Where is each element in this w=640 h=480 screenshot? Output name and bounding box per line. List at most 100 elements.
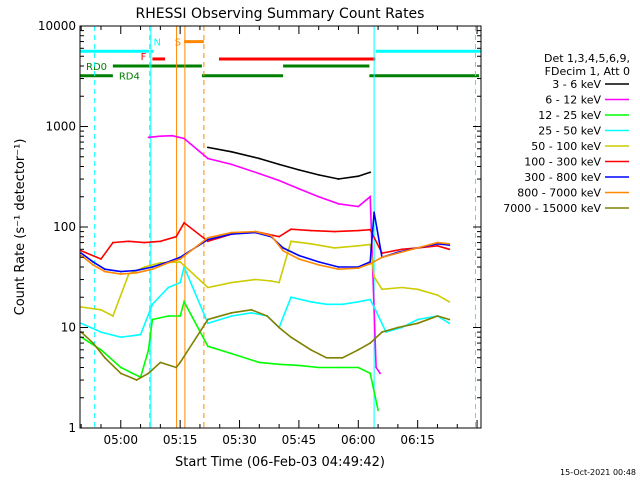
series-point-4-14: [333, 246, 336, 249]
series-point-6-23: [448, 244, 451, 247]
series-point-7-1: [92, 263, 94, 266]
series-point-7-4: [135, 271, 138, 274]
series-point-0-8: [369, 171, 372, 174]
series-point-7-21: [436, 241, 439, 244]
y-axis: 1 10 100 1000 10000: [38, 19, 481, 435]
series-point-1-12: [369, 195, 372, 198]
series-point-6-5: [151, 266, 154, 268]
series-point-3-14: [309, 300, 312, 303]
series-point-4-2: [111, 315, 114, 317]
series-point-6-14: [317, 260, 320, 263]
y-tick-label: 10000: [38, 19, 76, 33]
series-point-2-17: [357, 366, 360, 369]
series-point-0-0: [206, 146, 209, 149]
legend-entry-label: 25 - 50 keV: [538, 125, 601, 138]
series-point-3-22: [416, 318, 419, 321]
series-point-8-5: [147, 372, 150, 375]
legend-entry-label: 6 - 12 keV: [545, 94, 601, 107]
x-tick-label: 06:00: [341, 433, 376, 447]
series-point-3-8: [206, 322, 209, 325]
series-point-4-16: [369, 243, 372, 246]
series-point-2-19: [377, 409, 379, 412]
series-point-8-18: [357, 348, 360, 351]
series-point-1-7: [278, 179, 281, 182]
series-point-6-15: [337, 266, 340, 268]
series-point-3-0: [80, 322, 83, 325]
series-point-1-14: [379, 372, 381, 375]
series-point-7-19: [396, 252, 399, 254]
legend-header: FDecim 1, Att 0: [545, 65, 630, 78]
series-point-8-20: [381, 331, 383, 333]
series-point-5-2: [111, 241, 114, 244]
legend-entry-label: 12 - 25 keV: [538, 109, 601, 122]
series-point-2-3: [131, 372, 134, 375]
series-point-3-16: [341, 303, 344, 306]
series-point-4-1: [100, 308, 102, 311]
series-point-4-5: [159, 261, 162, 264]
series-point-2-15: [317, 366, 320, 369]
series-point-0-1: [230, 150, 233, 153]
series-point-3-13: [290, 296, 292, 299]
series-point-7-11: [270, 234, 273, 237]
series-point-6-18: [373, 211, 376, 214]
series-point-6-3: [119, 270, 122, 273]
series-point-5-16: [369, 228, 372, 231]
series-point-4-21: [436, 294, 439, 297]
status-bar-label: N: [153, 37, 160, 48]
series-point-7-2: [104, 270, 106, 273]
series-point-1-8: [298, 187, 300, 190]
timestamp: 15-Oct-2021 00:48: [560, 468, 636, 477]
y-axis-label: Count Rate (s⁻¹ detector⁻¹): [13, 139, 28, 316]
series-point-5-0: [80, 249, 83, 252]
series-point-4-12: [290, 240, 292, 243]
series-point-8-9: [206, 318, 209, 321]
x-tick-label: 05:45: [282, 433, 317, 447]
series-point-2-11: [230, 352, 233, 355]
series-point-2-8: [179, 315, 182, 317]
series-point-2-9: [183, 300, 186, 303]
status-bar-label: F: [141, 52, 147, 63]
status-bars: NF S RD0 RD4: [80, 37, 481, 83]
legend-entry-label: 50 - 100 keV: [531, 140, 601, 153]
series-point-2-14: [298, 364, 300, 367]
series-point-3-3: [139, 333, 142, 336]
series-point-7-3: [119, 273, 122, 275]
series-point-4-19: [400, 286, 403, 289]
series-point-2-6: [151, 318, 154, 321]
series-point-8-6: [159, 361, 162, 364]
status-bar-label: RD4: [119, 72, 140, 83]
series-point-3-19: [373, 306, 376, 308]
y-tick-label: 100: [53, 220, 76, 234]
series-point-8-19: [369, 342, 372, 344]
series-point-3-4: [151, 303, 154, 306]
y-tick-label: 1000: [45, 120, 76, 134]
legend-entry-label: 3 - 6 keV: [552, 78, 601, 91]
series-point-6-2: [104, 268, 106, 271]
legend-header: Det 1,3,4,5,6,9,: [544, 52, 630, 65]
series-point-6-17: [369, 260, 372, 263]
x-tick-label: 05:30: [222, 433, 257, 447]
series-point-7-20: [416, 246, 419, 249]
series-point-7-9: [230, 231, 233, 234]
series-point-7-10: [254, 230, 257, 233]
series-point-7-7: [179, 258, 182, 260]
series-point-2-13: [278, 363, 281, 366]
y-tick-label: 10: [61, 321, 76, 335]
series-point-8-10: [230, 311, 233, 314]
series-line-4: [81, 240, 450, 318]
series-point-6-9: [230, 233, 233, 235]
series-point-7-22: [448, 242, 451, 245]
series-point-7-12: [282, 249, 284, 252]
series-point-3-6: [179, 281, 182, 284]
series-point-4-18: [381, 288, 383, 291]
series-point-4-13: [309, 242, 312, 245]
series-point-8-17: [341, 356, 344, 359]
series-point-5-3: [127, 240, 130, 243]
series-point-3-1: [100, 331, 102, 333]
series-point-7-15: [337, 268, 340, 271]
series-point-0-2: [258, 157, 261, 160]
series-point-1-0: [147, 136, 150, 139]
series-point-8-2: [104, 356, 106, 359]
series-point-1-6: [258, 172, 261, 175]
